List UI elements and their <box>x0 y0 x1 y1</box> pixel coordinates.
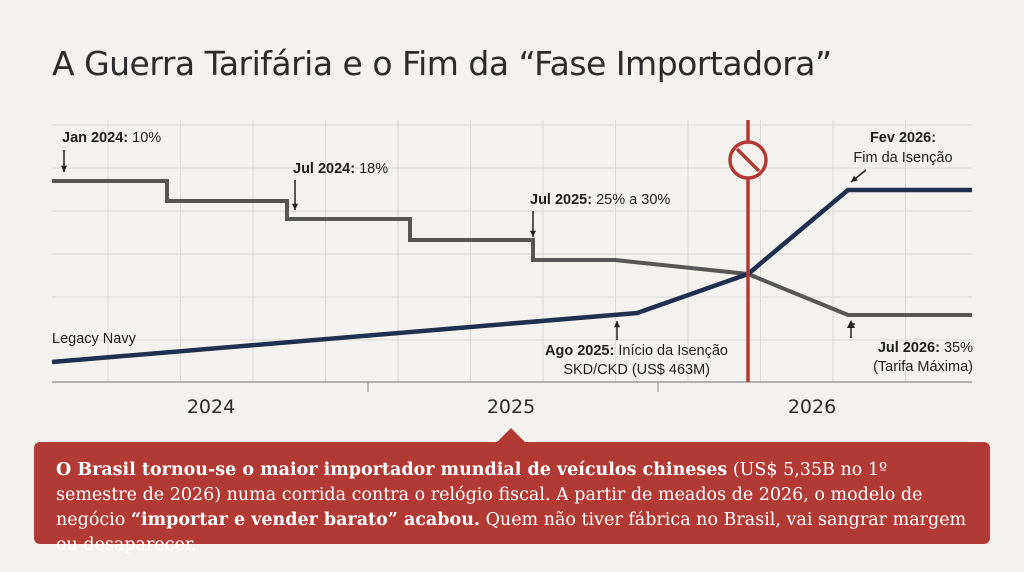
legacy-navy-series-line <box>51 187 972 365</box>
callout-bold-1: O Brasil tornou-se o maior importador mu… <box>56 460 728 480</box>
arrow-ago-2025 <box>613 321 621 340</box>
callout-bold-2: “importar e vender barato” acabou. <box>130 510 481 530</box>
series-label-legacy-navy: Legacy Navy <box>52 331 137 347</box>
chart-grid <box>52 120 972 383</box>
arrow-fev-2026 <box>850 169 867 183</box>
x-axis-ticks: 2024 2025 2026 <box>187 382 836 418</box>
arrow-head <box>613 321 621 328</box>
arrow-head <box>60 165 68 172</box>
annotation-jul-2025: Jul 2025: 25% a 30% <box>530 192 670 208</box>
chart-annotations: Jan 2024: 10% Jul 2024: 18% Jul 2025: 25% … <box>52 130 973 378</box>
no-entry-icon <box>728 140 768 180</box>
arrow-head <box>851 175 858 182</box>
arrow-head <box>529 230 537 237</box>
arrow-jan-2024 <box>60 150 68 172</box>
arrow-jul-2025 <box>529 211 537 237</box>
annotation-fev-2026-label: Fev 2026: <box>870 130 936 146</box>
no-entry-slash <box>735 147 761 173</box>
x-tick-label: 2025 <box>487 396 535 418</box>
arrow-head <box>291 203 299 210</box>
callout-text-2: Quem não tiver fábrica no Brasil, vai sa… <box>56 510 967 555</box>
annotation-ago-2025: Ago 2025: Início da Isenção <box>545 343 728 359</box>
annotation-jul-2026: Jul 2026: 35% <box>878 340 973 356</box>
arrow-jul-2024 <box>291 180 299 210</box>
annotation-fev-2026-text: Fim da Isenção <box>853 150 952 166</box>
arrow-jul-2026 <box>847 320 855 338</box>
arrow-head <box>847 320 855 328</box>
callout-pointer <box>496 428 526 443</box>
annotation-jul-2026-line2: (Tarifa Máxima) <box>873 359 973 375</box>
callout-text-1: (US$ 5,35B no 1º semestre de 2026) numa … <box>56 460 923 530</box>
annotation-jan-2024: Jan 2024: 10% <box>62 130 161 146</box>
annotation-ago-2025-line2: SKD/CKD (US$ 463M) <box>563 362 710 378</box>
annotation-jul-2024: Jul 2024: 18% <box>293 161 388 177</box>
chart-title: A Guerra Tarifária e o Fim da “Fase Impo… <box>52 44 832 83</box>
x-tick-label: 2024 <box>187 396 235 418</box>
summary-callout: O Brasil tornou-se o maior importador mu… <box>34 442 990 555</box>
x-tick-label: 2026 <box>788 396 836 418</box>
